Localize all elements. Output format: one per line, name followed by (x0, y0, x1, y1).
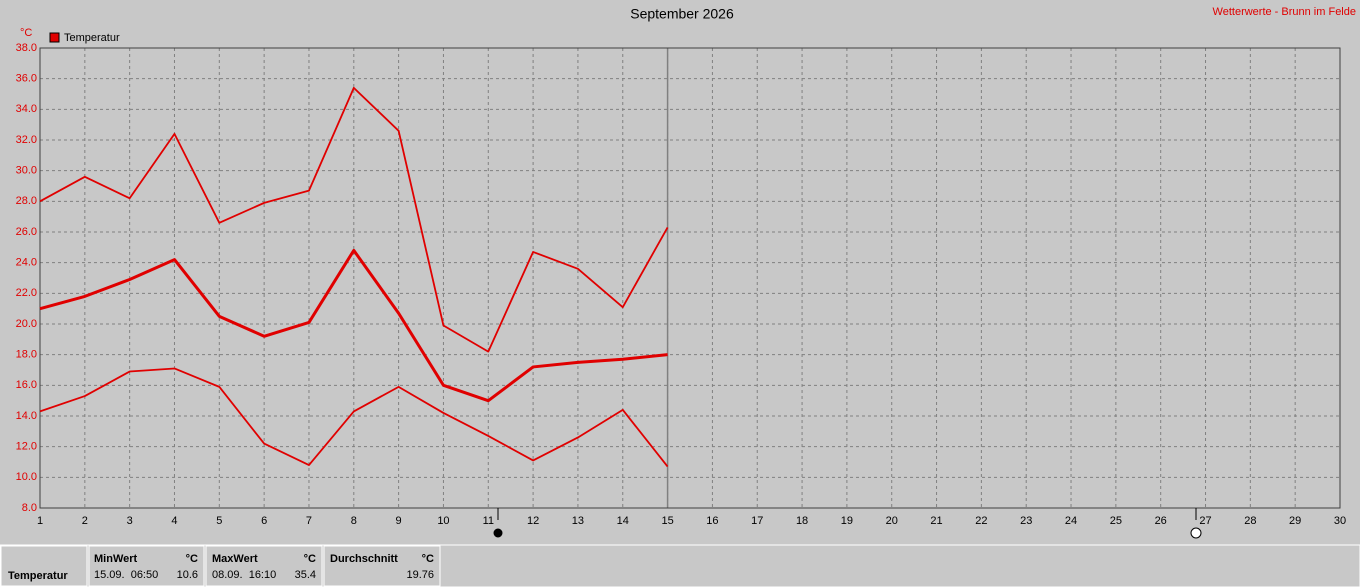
y-tick-label: 22.0 (16, 287, 37, 299)
legend-label: Temperatur (64, 32, 120, 44)
avg-unit: °C (422, 553, 434, 565)
new-moon-icon (1190, 527, 1202, 539)
y-tick-label: 38.0 (16, 42, 37, 54)
avg-value: 19.76 (406, 569, 434, 581)
x-tick-label: 5 (216, 515, 222, 527)
y-tick-label: 10.0 (16, 471, 37, 483)
x-tick-label: 3 (127, 515, 133, 527)
avg-header: Durchschnitt (330, 553, 398, 565)
plot-area: 8.0 10.0 12.0 14.0 16.0 18.0 20.0 22.0 24.0 26.0 2… (16, 42, 1347, 527)
y-unit: °C (20, 27, 32, 39)
y-tick-label: 30.0 (16, 165, 37, 177)
cell (323, 545, 441, 587)
min-unit: °C (186, 553, 198, 565)
x-tick-label: 27 (1199, 515, 1211, 527)
y-tick-label: 34.0 (16, 103, 37, 115)
subtitle: Wetterwerte - Brunn im Felde (1213, 6, 1356, 18)
x-tick-label: 15 (661, 515, 673, 527)
x-tick-label: 25 (1110, 515, 1122, 527)
row-label: Temperatur (8, 570, 68, 582)
y-tick-label: 20.0 (16, 318, 37, 330)
plot-frame (39, 47, 1341, 509)
x-tick-label: 2 (82, 515, 88, 527)
x-tick-label: 17 (751, 515, 763, 527)
min-header: MinWert (94, 553, 138, 565)
cell (88, 545, 205, 587)
x-tick-label: 22 (975, 515, 987, 527)
x-tick-label: 1 (37, 515, 43, 527)
min-time: 15.09. 06:50 (94, 569, 158, 581)
x-tick-label: 28 (1244, 515, 1256, 527)
max-unit: °C (304, 553, 316, 565)
y-tick-label: 14.0 (16, 410, 37, 422)
min-value: 10.6 (177, 569, 198, 581)
y-tick-label: 18.0 (16, 349, 37, 361)
plot-border (39, 47, 1341, 509)
footer-bg (0, 544, 1360, 587)
x-tick-label: 14 (617, 515, 629, 527)
x-tick-label: 6 (261, 515, 267, 527)
y-tick-label: 12.0 (16, 441, 37, 453)
x-tick-label: 4 (171, 515, 177, 527)
chart-title: September 2026 (630, 6, 734, 22)
y-tick-label: 16.0 (16, 379, 37, 391)
x-tick-label: 23 (1020, 515, 1032, 527)
x-tick-label: 10 (437, 515, 449, 527)
max-line (39, 86, 669, 353)
mean-line (39, 248, 668, 403)
full-moon-icon (493, 528, 503, 538)
x-tick-label: 24 (1065, 515, 1077, 527)
legend-swatch (49, 32, 60, 43)
x-tick-label: 11 (483, 515, 494, 527)
x-tick-label: 20 (886, 515, 898, 527)
x-tick-label: 7 (306, 515, 312, 527)
y-tick-label: 24.0 (16, 257, 37, 269)
x-tick-label: 21 (930, 515, 942, 527)
x-tick-label: 26 (1155, 515, 1167, 527)
cell (0, 545, 88, 587)
x-tick-label: 16 (706, 515, 718, 527)
max-header: MaxWert (212, 553, 258, 565)
x-tick-label: 12 (527, 515, 539, 527)
max-value: 35.4 (295, 569, 316, 581)
x-tick-label: 30 (1334, 515, 1346, 527)
cell (205, 545, 323, 587)
y-tick-label: 28.0 (16, 195, 37, 207)
y-tick-label: 32.0 (16, 134, 37, 146)
y-tick-label: 8.0 (22, 502, 37, 514)
x-tick-label: 18 (796, 515, 808, 527)
min-line (39, 367, 669, 468)
x-tick-label: 9 (396, 515, 402, 527)
x-tick-label: 19 (841, 515, 853, 527)
y-tick-label: 26.0 (16, 226, 37, 238)
x-tick-label: 8 (351, 515, 357, 527)
max-time: 08.09. 16:10 (212, 569, 276, 581)
x-tick-label: 13 (572, 515, 584, 527)
footer-table: Temperatur MinWert °C 15.09. 06:50 10.6 … (0, 544, 1360, 587)
x-tick-label: 29 (1289, 515, 1301, 527)
y-tick-label: 36.0 (16, 73, 37, 85)
